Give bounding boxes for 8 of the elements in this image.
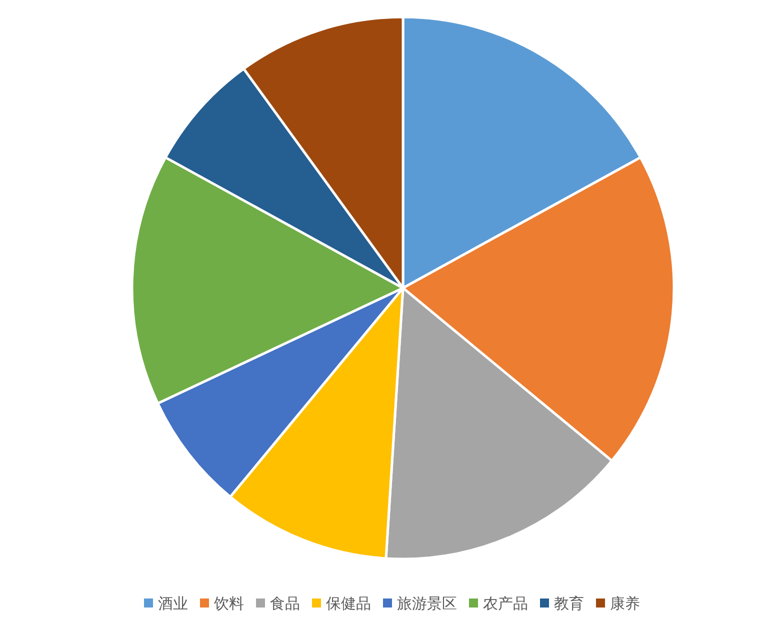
legend-label: 酒业 bbox=[158, 594, 188, 612]
legend-label: 保健品 bbox=[326, 594, 371, 612]
legend-label: 教育 bbox=[554, 594, 584, 612]
legend-label: 饮料 bbox=[213, 594, 244, 612]
legend-label: 农产品 bbox=[483, 594, 528, 612]
legend-label: 旅游景区 bbox=[397, 594, 457, 612]
legend-label: 康养 bbox=[610, 594, 640, 612]
legend-label: 食品 bbox=[270, 594, 300, 612]
